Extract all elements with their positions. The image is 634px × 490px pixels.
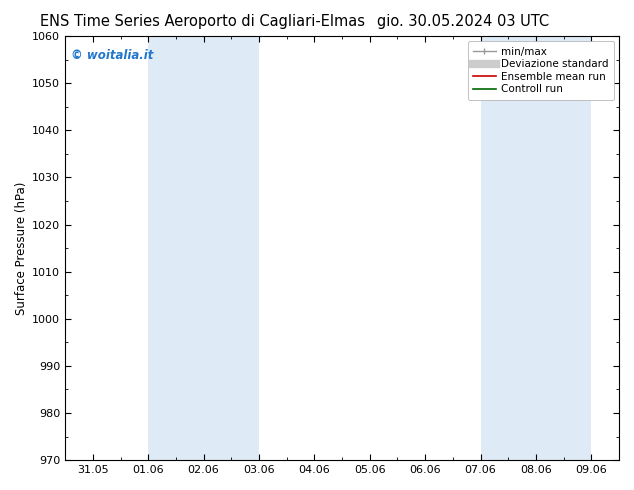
Text: © woitalia.it: © woitalia.it bbox=[71, 49, 153, 62]
Bar bbox=[148, 36, 259, 460]
Text: gio. 30.05.2024 03 UTC: gio. 30.05.2024 03 UTC bbox=[377, 14, 549, 29]
Y-axis label: Surface Pressure (hPa): Surface Pressure (hPa) bbox=[15, 181, 28, 315]
Legend: min/max, Deviazione standard, Ensemble mean run, Controll run: min/max, Deviazione standard, Ensemble m… bbox=[468, 41, 614, 99]
Bar bbox=[481, 36, 592, 460]
Text: ENS Time Series Aeroporto di Cagliari-Elmas: ENS Time Series Aeroporto di Cagliari-El… bbox=[41, 14, 365, 29]
